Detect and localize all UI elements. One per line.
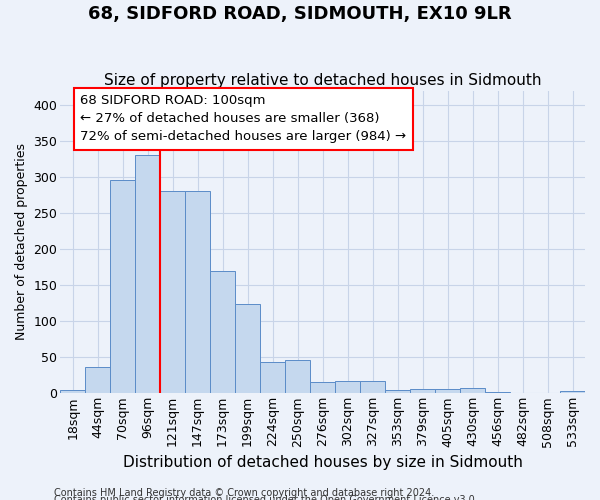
Bar <box>285 360 310 394</box>
Bar <box>310 382 335 394</box>
Bar <box>185 192 210 394</box>
Title: Size of property relative to detached houses in Sidmouth: Size of property relative to detached ho… <box>104 73 541 88</box>
Bar <box>410 389 435 394</box>
Bar <box>235 304 260 394</box>
Bar <box>560 391 585 394</box>
Text: Contains HM Land Registry data © Crown copyright and database right 2024.: Contains HM Land Registry data © Crown c… <box>54 488 434 498</box>
Bar <box>60 390 85 394</box>
Text: 68 SIDFORD ROAD: 100sqm
← 27% of detached houses are smaller (368)
72% of semi-d: 68 SIDFORD ROAD: 100sqm ← 27% of detache… <box>80 94 406 143</box>
Bar <box>260 362 285 394</box>
Bar <box>135 156 160 394</box>
Bar <box>360 381 385 394</box>
Y-axis label: Number of detached properties: Number of detached properties <box>15 144 28 340</box>
X-axis label: Distribution of detached houses by size in Sidmouth: Distribution of detached houses by size … <box>122 455 523 470</box>
Bar <box>435 389 460 394</box>
Bar <box>85 366 110 394</box>
Bar <box>160 192 185 394</box>
Text: 68, SIDFORD ROAD, SIDMOUTH, EX10 9LR: 68, SIDFORD ROAD, SIDMOUTH, EX10 9LR <box>88 5 512 23</box>
Bar <box>510 392 535 394</box>
Bar <box>385 390 410 394</box>
Bar <box>110 180 135 394</box>
Text: Contains public sector information licensed under the Open Government Licence v3: Contains public sector information licen… <box>54 495 478 500</box>
Bar <box>460 388 485 394</box>
Bar <box>210 270 235 394</box>
Bar <box>485 392 510 394</box>
Bar <box>535 392 560 394</box>
Bar <box>335 381 360 394</box>
